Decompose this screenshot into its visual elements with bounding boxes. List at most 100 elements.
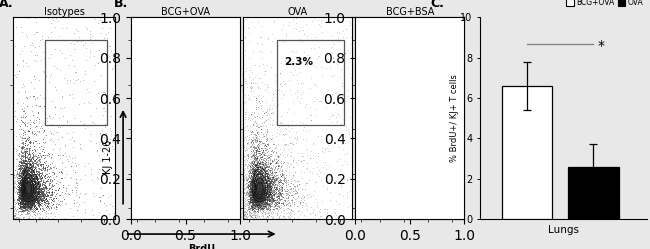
Point — [245, 145, 255, 149]
Point — [148, 184, 158, 188]
Point — [380, 186, 390, 189]
Point — [29, 183, 40, 187]
Point — [366, 195, 376, 199]
Point — [15, 188, 25, 192]
Point — [139, 174, 150, 178]
Point — [27, 187, 38, 191]
Point — [142, 195, 152, 199]
Point — [177, 79, 188, 83]
Point — [126, 111, 136, 115]
Point — [23, 191, 33, 195]
Point — [360, 187, 370, 191]
Point — [16, 197, 27, 201]
Point — [256, 180, 266, 184]
Point — [150, 179, 160, 183]
Point — [246, 196, 256, 200]
Point — [359, 200, 369, 204]
Point — [252, 188, 263, 192]
Point — [20, 128, 31, 132]
Point — [369, 181, 380, 185]
Point — [247, 111, 257, 115]
Point — [291, 187, 301, 191]
Point — [358, 187, 368, 190]
Point — [356, 187, 366, 191]
Point — [252, 41, 263, 45]
Point — [358, 193, 368, 197]
Point — [373, 186, 384, 190]
Point — [20, 167, 31, 171]
Point — [146, 203, 156, 207]
Point — [361, 199, 371, 203]
Point — [140, 185, 151, 188]
Point — [142, 192, 153, 196]
Point — [306, 194, 316, 198]
Point — [140, 195, 151, 199]
Point — [28, 189, 38, 193]
Point — [372, 186, 382, 190]
Point — [17, 187, 27, 191]
Point — [53, 203, 63, 207]
Point — [387, 199, 398, 203]
Point — [251, 202, 261, 206]
Point — [256, 188, 266, 192]
Point — [138, 182, 149, 186]
Point — [137, 200, 148, 204]
Point — [25, 173, 36, 177]
Point — [143, 195, 153, 199]
Point — [449, 110, 460, 114]
Point — [138, 189, 149, 193]
Point — [126, 138, 136, 142]
Point — [385, 82, 396, 86]
Point — [148, 149, 159, 153]
Point — [176, 201, 186, 205]
Point — [367, 204, 377, 208]
Point — [259, 192, 269, 196]
Point — [136, 189, 146, 193]
Point — [251, 202, 261, 206]
Point — [417, 162, 428, 166]
Point — [144, 174, 154, 178]
Point — [150, 192, 160, 196]
Point — [134, 199, 144, 203]
Point — [148, 184, 158, 188]
Point — [255, 177, 265, 181]
Point — [23, 179, 33, 183]
Point — [147, 167, 157, 171]
Point — [20, 200, 31, 204]
Point — [147, 200, 157, 204]
Point — [250, 179, 260, 183]
Point — [25, 196, 35, 200]
Point — [370, 197, 381, 201]
Point — [255, 174, 266, 178]
Point — [128, 149, 138, 153]
Point — [17, 194, 27, 198]
Point — [252, 196, 263, 200]
Point — [356, 199, 367, 203]
Point — [367, 189, 378, 193]
Point — [366, 192, 376, 196]
Point — [16, 167, 27, 171]
Point — [391, 177, 402, 181]
Point — [15, 181, 25, 185]
Point — [374, 199, 384, 203]
Point — [257, 191, 267, 195]
Point — [359, 193, 370, 197]
Point — [270, 120, 281, 124]
Point — [257, 189, 268, 193]
Point — [370, 183, 381, 187]
Point — [375, 189, 385, 193]
Point — [258, 72, 268, 76]
Point — [151, 197, 161, 201]
Point — [250, 205, 261, 209]
Point — [255, 188, 265, 192]
Point — [243, 205, 254, 209]
Point — [366, 172, 376, 176]
Point — [364, 187, 374, 191]
Point — [264, 176, 274, 180]
Point — [371, 180, 382, 184]
Point — [131, 197, 142, 201]
Point — [242, 212, 253, 216]
Point — [361, 160, 371, 164]
Point — [16, 190, 27, 194]
Point — [173, 197, 183, 201]
